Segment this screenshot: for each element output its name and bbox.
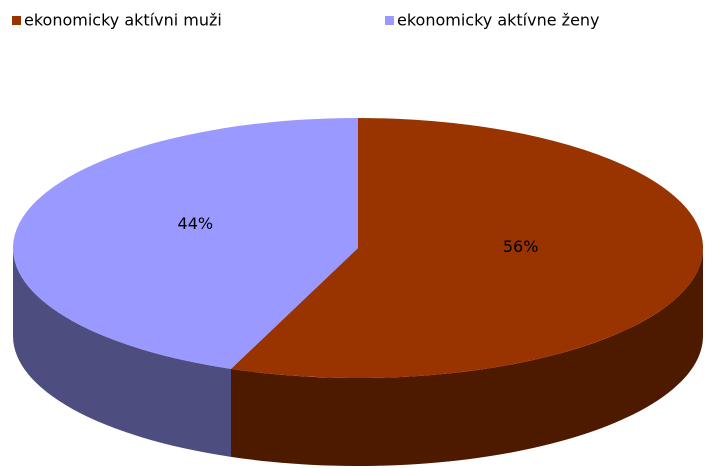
data-label: 56% [503,237,539,256]
slice-side [13,248,231,457]
slice [230,118,703,378]
legend-swatch [12,16,21,25]
slice-side [230,248,704,466]
legend-swatch [385,16,394,25]
legend-label: ekonomicky aktívne ženy [397,11,600,30]
data-label: 44% [178,214,214,233]
slice [12,118,359,369]
legend-label: ekonomicky aktívni muži [24,11,222,30]
